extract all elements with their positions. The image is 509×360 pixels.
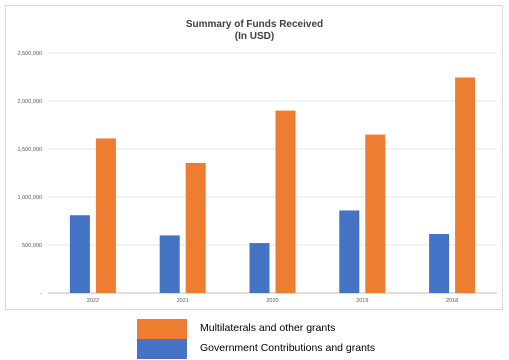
bar-government [69, 215, 90, 293]
legend: Multilaterals and other grants Governmen… [137, 319, 497, 359]
y-tick-label: 1,000,000 [18, 195, 42, 201]
x-tick-label: 2020 [266, 298, 278, 304]
y-tick-label: 1,500,000 [18, 147, 42, 153]
bar-government [429, 233, 450, 293]
bar-government [339, 210, 360, 293]
y-tick-label: - [40, 291, 42, 297]
x-tick-label: 2019 [356, 298, 368, 304]
bar-multilaterals [365, 134, 386, 293]
y-tick-label: 500,000 [22, 243, 42, 249]
x-tick-label: 2022 [87, 298, 99, 304]
chart-title: Summary of Funds Received [185, 19, 324, 30]
bar-multilaterals [185, 162, 206, 293]
y-tick-label: 2,500,000 [18, 51, 42, 57]
bar-multilaterals [455, 77, 476, 293]
x-tick-label: 2021 [177, 298, 189, 304]
y-tick-label: 2,000,000 [18, 99, 42, 105]
bar-government [159, 235, 180, 293]
legend-label-government: Government Contributions and grants [200, 342, 376, 354]
bar-government [249, 243, 270, 293]
bar-multilaterals [95, 138, 116, 293]
legend-label-multilaterals: Multilaterals and other grants [200, 322, 336, 334]
legend-swatch-government [137, 339, 187, 359]
legend-item-government: Government Contributions and grants [137, 339, 497, 359]
chart-subtitle: (In USD) [234, 31, 275, 42]
bar-multilaterals [275, 110, 296, 293]
x-tick-label: 2018 [446, 298, 458, 304]
legend-swatch-multilaterals [137, 319, 187, 339]
legend-item-multilaterals: Multilaterals and other grants [137, 319, 497, 339]
